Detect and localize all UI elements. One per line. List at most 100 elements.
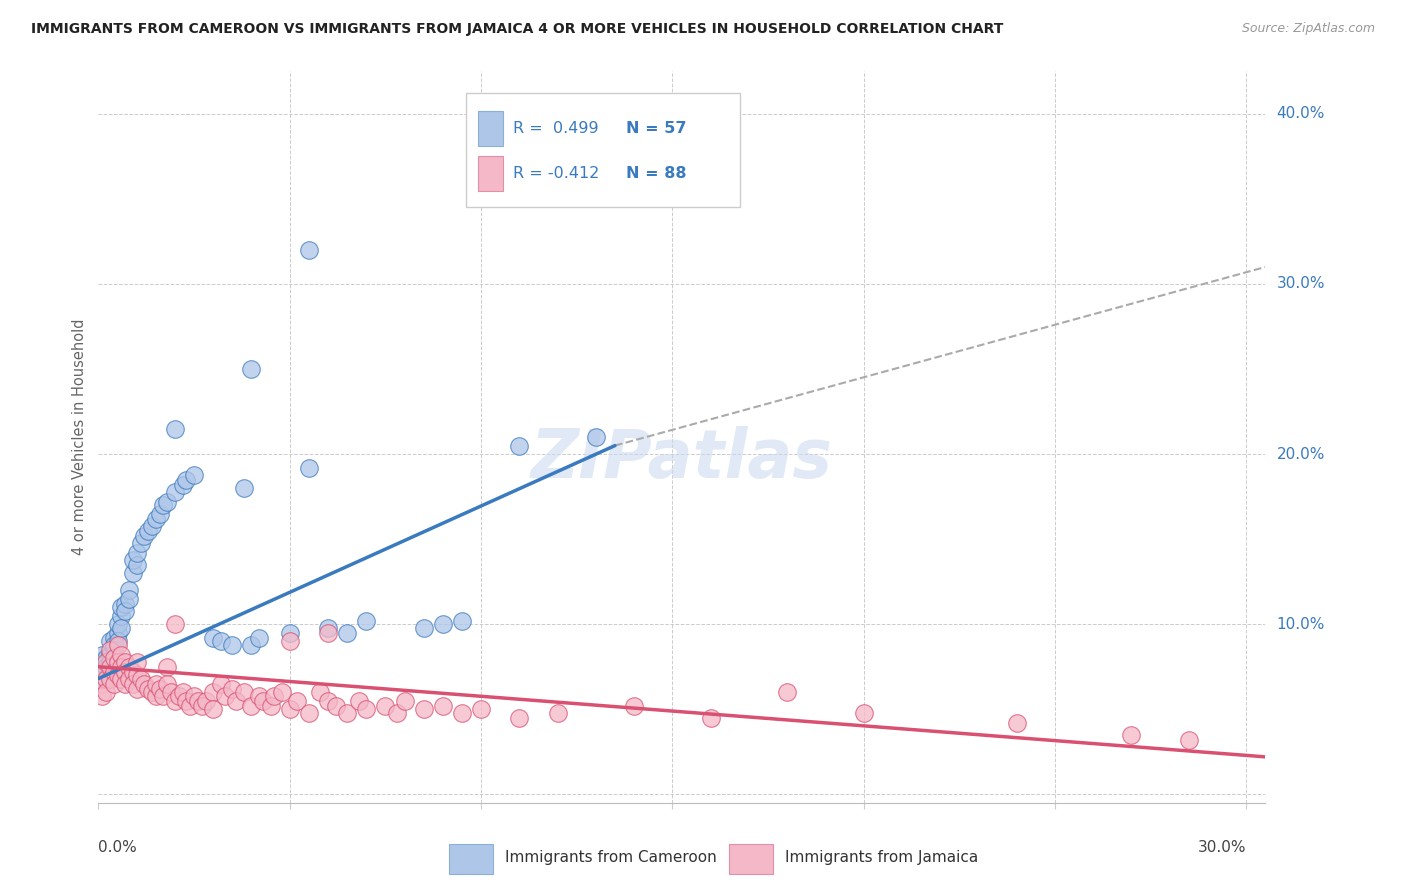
Point [103,642,125,657]
Point [163,694,186,708]
Point [156,659,179,673]
Point [134,677,156,691]
FancyBboxPatch shape [728,845,773,874]
FancyBboxPatch shape [465,94,741,207]
Text: 40.0%: 40.0% [1277,106,1324,121]
Text: 30.0%: 30.0% [1277,277,1324,292]
FancyBboxPatch shape [478,111,503,146]
Point [852,706,875,720]
FancyBboxPatch shape [478,156,503,191]
Point [94,659,117,673]
Point [91,665,114,679]
Point [298,243,321,257]
Point [118,591,141,606]
Point [160,685,183,699]
Point [172,685,194,699]
Point [103,638,125,652]
Point [94,685,117,699]
Point [91,689,114,703]
Point [325,698,347,713]
Point [125,655,148,669]
Text: N = 88: N = 88 [626,166,686,181]
Point [316,625,339,640]
Point [172,477,194,491]
Point [309,685,332,699]
Point [129,535,152,549]
Point [134,529,156,543]
Point [94,651,117,665]
Point [107,625,129,640]
Point [699,711,721,725]
Point [298,460,321,475]
Point [412,702,434,716]
Point [125,546,148,560]
Point [98,642,121,657]
Point [98,672,121,686]
Point [202,702,225,716]
Point [118,583,141,598]
Point [247,631,270,645]
Point [114,597,136,611]
Point [354,702,377,716]
Point [125,681,148,696]
Point [1121,728,1143,742]
Point [94,655,117,669]
Point [240,362,263,376]
Point [252,694,274,708]
Text: Immigrants from Jamaica: Immigrants from Jamaica [785,850,977,865]
Point [176,473,198,487]
Point [125,558,148,572]
Point [508,439,530,453]
Point [152,498,174,512]
Point [107,634,129,648]
Point [163,484,186,499]
Point [98,648,121,662]
Point [451,706,474,720]
Point [121,665,143,679]
Point [187,694,209,708]
Point [163,617,186,632]
Point [1005,715,1028,730]
Point [183,467,205,482]
Point [145,512,167,526]
Point [136,681,159,696]
Point [107,668,129,682]
Point [156,677,179,691]
Point [110,600,132,615]
Point [91,655,114,669]
Point [776,685,799,699]
Point [316,621,339,635]
Point [316,694,339,708]
Point [354,614,377,628]
Point [103,677,125,691]
Point [121,552,143,566]
Text: 20.0%: 20.0% [1277,447,1324,461]
Point [232,481,254,495]
Point [167,689,190,703]
Text: Immigrants from Cameroon: Immigrants from Cameroon [505,850,716,865]
Point [110,672,132,686]
Point [232,685,254,699]
Point [278,625,301,640]
Point [225,694,247,708]
Point [149,507,172,521]
Point [202,685,225,699]
Point [190,698,212,713]
Point [125,668,148,682]
Point [141,685,163,699]
Text: R = -0.412: R = -0.412 [513,166,599,181]
Point [145,689,167,703]
Text: R =  0.499: R = 0.499 [513,121,599,136]
Text: ZIPatlas: ZIPatlas [531,426,832,492]
Point [209,634,232,648]
Point [209,677,232,691]
Text: 30.0%: 30.0% [1198,840,1246,855]
Text: 10.0%: 10.0% [1277,616,1324,632]
Point [110,648,132,662]
Point [585,430,607,444]
Point [114,665,136,679]
Point [221,638,243,652]
Point [91,665,114,679]
Point [118,672,141,686]
Point [287,694,309,708]
